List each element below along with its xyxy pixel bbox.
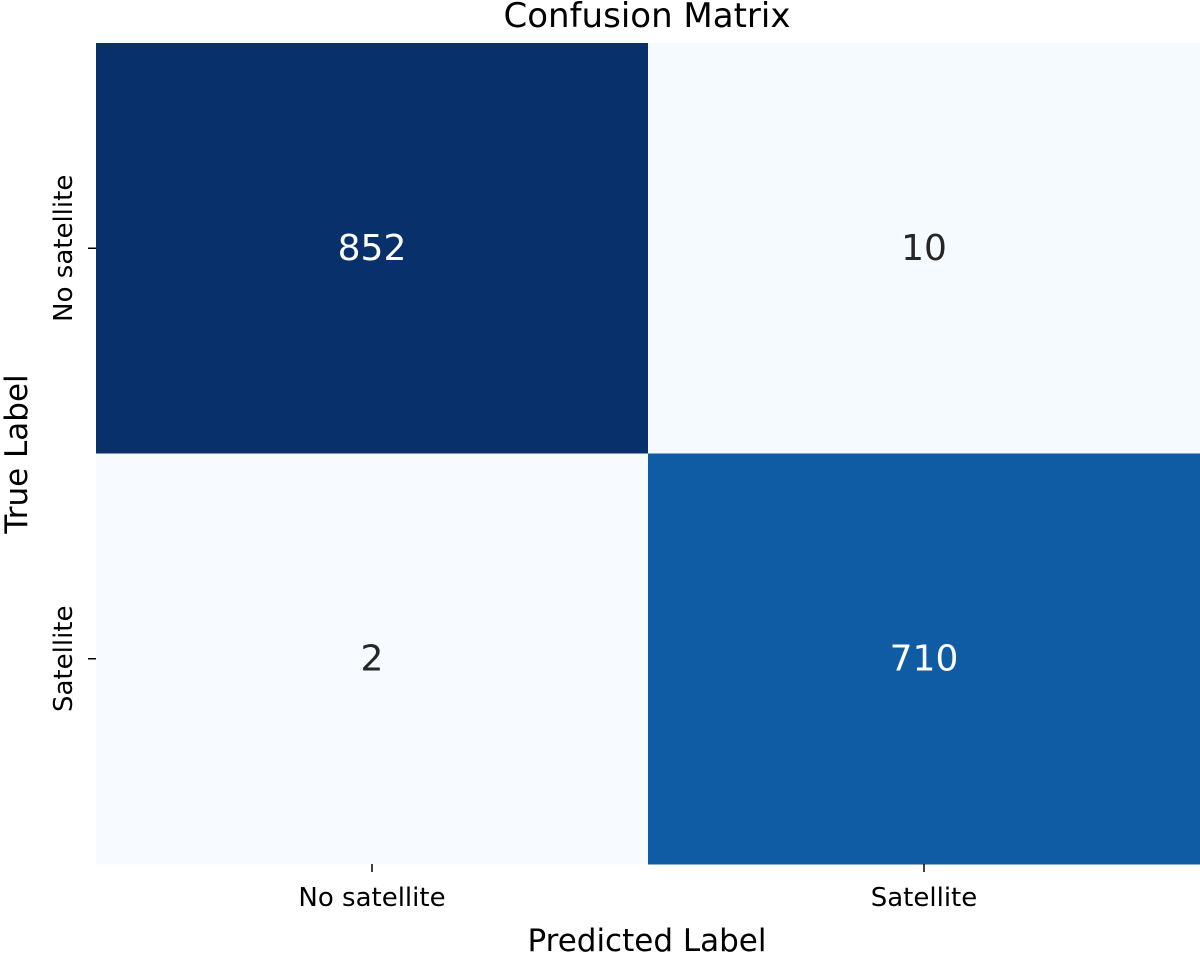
heatmap-cell — [648, 43, 1200, 454]
heatmap-cell — [96, 453, 649, 865]
x-axis: No satellite Satellite — [298, 864, 977, 913]
plot-area: 852 10 2 710 — [96, 43, 1200, 865]
cell-value-label: 10 — [901, 228, 947, 269]
heatmap-cell — [96, 43, 649, 454]
y-axis: No satellite Satellite — [49, 175, 96, 712]
chart-title: Confusion Matrix — [504, 0, 791, 36]
y-tick-label: Satellite — [49, 606, 79, 713]
heatmap-cell — [648, 453, 1200, 865]
cell-value-label: 852 — [338, 228, 407, 269]
y-axis-label: True Label — [0, 374, 35, 534]
x-axis-label: Predicted Label — [527, 923, 766, 953]
x-tick-label: No satellite — [298, 883, 445, 913]
y-tick-label: No satellite — [49, 175, 79, 322]
x-tick-label: Satellite — [871, 883, 978, 913]
cell-value-label: 2 — [361, 638, 384, 679]
cell-value-label: 710 — [890, 638, 959, 679]
